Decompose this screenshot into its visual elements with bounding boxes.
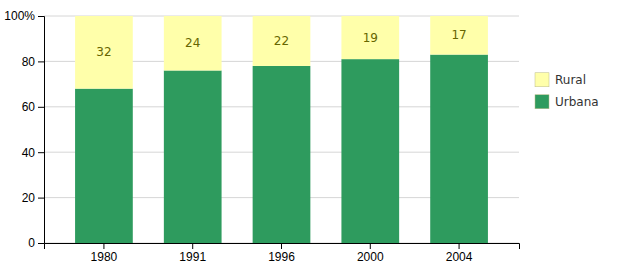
bar	[430, 16, 488, 55]
x-tick-label: 2004	[446, 250, 473, 264]
y-tick: 80	[22, 55, 44, 69]
chart: 32 24 22 19 17 1980 1991 1996 2000 2004 0 20 40 60 80 1…	[0, 0, 619, 271]
x-tick-label: 2000	[357, 250, 384, 264]
data-label: 17	[451, 28, 466, 42]
y-tick-mark	[38, 107, 44, 108]
legend: Rural Urbana	[535, 73, 599, 109]
x-tick-label: 1996	[268, 250, 295, 264]
x-tick-mark	[370, 243, 371, 249]
y-tick-mark	[38, 243, 44, 244]
x-tick-mark	[192, 243, 193, 249]
bar	[164, 70, 222, 243]
y-tick: 0	[28, 236, 44, 250]
x-tick: 1996	[268, 243, 295, 264]
bar	[341, 16, 399, 59]
y-tick-label: 80	[22, 55, 36, 69]
x-tick-label: 1991	[179, 250, 206, 264]
legend-swatch	[535, 73, 549, 87]
data-label: 19	[363, 31, 378, 45]
x-tick: 2004	[446, 243, 473, 264]
y-tick-label: 0	[28, 236, 35, 250]
y-tick: 60	[22, 100, 44, 114]
bar	[253, 16, 311, 66]
x-tick-mark	[281, 243, 282, 249]
data-label: 22	[274, 34, 289, 48]
data-label: 24	[185, 36, 200, 50]
bar	[75, 89, 133, 243]
x-tick: 1991	[179, 243, 206, 264]
data-label: 32	[96, 45, 111, 59]
y-tick-label: 100%	[4, 9, 35, 23]
x-tick-mark	[459, 243, 460, 249]
y-tick-mark	[38, 152, 44, 153]
x-axis: 1980 1991 1996 2000 2004	[45, 243, 520, 264]
x-tick: 1980	[91, 243, 118, 264]
legend-swatch	[535, 95, 549, 109]
plot: 32 24 22 19 17 1980 1991 1996 2000 2004 0 20 40 60 80 1…	[4, 9, 519, 263]
bar	[75, 16, 133, 89]
y-tick-mark	[38, 198, 44, 199]
y-tick-mark	[38, 61, 44, 62]
legend-item: Rural	[535, 73, 586, 87]
y-tick: 20	[22, 191, 44, 205]
y-tick-label: 60	[22, 100, 36, 114]
axis-line	[45, 244, 520, 250]
y-tick: 40	[22, 146, 44, 160]
axis-line	[38, 17, 45, 244]
legend-label: Urbana	[555, 95, 599, 109]
y-tick: 100%	[4, 9, 44, 23]
grid	[44, 16, 519, 243]
legend-label: Rural	[555, 73, 586, 87]
y-tick-label: 20	[22, 191, 36, 205]
bar	[164, 16, 222, 70]
y-axis: 0 20 40 60 80 100%	[4, 9, 44, 250]
data-labels: 32 24 22 19 17	[96, 28, 466, 59]
bar	[253, 66, 311, 243]
bar	[341, 59, 399, 243]
x-tick-label: 1980	[91, 250, 118, 264]
legend-item: Urbana	[535, 95, 599, 109]
x-tick: 2000	[357, 243, 384, 264]
y-tick-mark	[38, 16, 44, 17]
x-tick-mark	[103, 243, 104, 249]
bars	[75, 16, 488, 243]
bar	[430, 55, 488, 243]
y-tick-label: 40	[22, 146, 36, 160]
